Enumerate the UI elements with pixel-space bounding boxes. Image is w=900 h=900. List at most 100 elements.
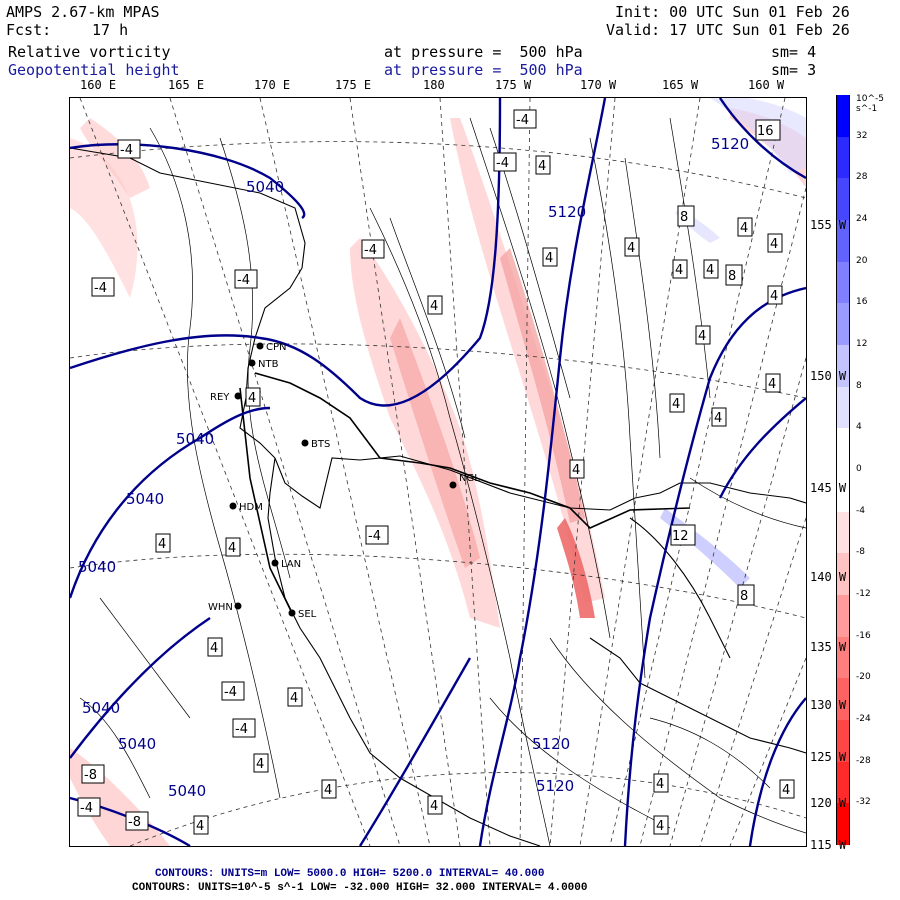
vorticity-label: 4	[767, 233, 783, 253]
lon-label-160e: 160 E	[80, 78, 117, 92]
svg-text:NGL: NGL	[459, 473, 480, 484]
vorticity-label: -4	[77, 797, 101, 817]
lon-label-160w: 160 W	[748, 78, 785, 92]
colorbar-tick-label: -20	[856, 672, 871, 683]
svg-text:8: 8	[740, 589, 748, 604]
colorbar-tick-label: -32	[856, 797, 871, 808]
svg-text:4: 4	[770, 237, 778, 252]
vorticity-label: -8	[125, 811, 149, 831]
field2-smoothing: sm= 3	[771, 61, 817, 79]
colorbar-segment	[836, 261, 850, 304]
vorticity-label: 4	[767, 285, 783, 305]
svg-text:LAN: LAN	[281, 559, 301, 570]
colorbar-segment	[836, 345, 850, 387]
lon-label-165e: 165 E	[168, 78, 205, 92]
vorticity-label: 8	[677, 205, 695, 227]
vorticity-contours	[79, 117, 806, 846]
vorticity-label: 8	[725, 264, 743, 286]
colorbar-segment	[836, 428, 850, 470]
vorticity-label: -8	[81, 764, 105, 784]
colorbar-segment	[836, 511, 850, 554]
svg-text:4: 4	[656, 777, 664, 792]
svg-text:12: 12	[672, 529, 689, 544]
svg-text:4: 4	[248, 391, 256, 406]
map-panel[interactable]: CPN NTB REY BTS HDM LAN WHN SEL NGL 5040…	[69, 97, 807, 847]
vorticity-label: -4	[91, 277, 115, 297]
colorbar-segment	[836, 178, 850, 220]
vorticity-label: -4	[234, 269, 258, 289]
height-contours	[70, 98, 806, 846]
svg-text:4: 4	[672, 397, 680, 412]
svg-text:HDM: HDM	[239, 502, 263, 513]
init-time: Init: 00 UTC Sun 01 Feb 26	[615, 3, 850, 21]
svg-text:4: 4	[740, 221, 748, 236]
svg-text:-8: -8	[84, 768, 97, 783]
svg-text:-8: -8	[128, 815, 141, 830]
vorticity-label: 4	[535, 155, 551, 175]
svg-text:4: 4	[706, 263, 714, 278]
colorbar-tick-label: 0	[856, 464, 862, 474]
colorbar-segment	[836, 386, 850, 429]
lat-label: 150 W	[810, 369, 847, 383]
svg-text:4: 4	[768, 377, 776, 392]
colorbar-segment	[836, 553, 850, 595]
colorbar	[836, 95, 850, 845]
vorticity-label: 4	[207, 637, 223, 657]
colorbar-tick-label: 8	[856, 380, 862, 391]
colorbar-segment	[836, 595, 850, 637]
height-label: 5040	[82, 699, 120, 717]
vorticity-label: 4	[711, 407, 727, 427]
field2-name: Geopotential height	[8, 61, 180, 79]
svg-text:WHN: WHN	[208, 602, 233, 613]
height-label: 5040	[168, 782, 206, 800]
svg-text:4: 4	[572, 463, 580, 478]
svg-text:8: 8	[728, 269, 736, 284]
svg-text:16: 16	[757, 124, 774, 139]
svg-text:-4: -4	[94, 281, 107, 296]
colorbar-tick-label: 32	[856, 130, 868, 141]
station-sel: SEL	[288, 609, 317, 620]
vorticity-label: -4	[232, 718, 256, 738]
colorbar-tick-label: 20	[856, 255, 868, 266]
vorticity-label: 4	[542, 247, 558, 267]
vorticity-label: 4	[155, 533, 171, 553]
svg-text:-4: -4	[364, 243, 377, 258]
vorticity-label: 4	[737, 217, 753, 237]
height-label: 5120	[532, 735, 570, 753]
footer-vorticity-contours: CONTOURS: UNITS=10^-5 s^-1 LOW= -32.000 …	[132, 882, 588, 894]
colorbar-tick-label: 4	[856, 422, 862, 433]
svg-text:-4: -4	[224, 685, 237, 700]
lon-label-175e: 175 E	[335, 78, 372, 92]
svg-text:4: 4	[210, 641, 218, 656]
svg-text:-4: -4	[80, 801, 93, 816]
colorbar-segment	[836, 720, 850, 762]
colorbar-tick-label: -24	[856, 714, 871, 724]
vorticity-label: 4	[321, 779, 337, 799]
station-hdm: HDM	[229, 502, 263, 513]
colorbar-segment	[836, 136, 850, 179]
colorbar-segment	[836, 470, 850, 512]
station-cpn: CPN	[256, 342, 287, 353]
lat-label: 135 W	[810, 640, 847, 654]
svg-text:4: 4	[158, 537, 166, 552]
lon-label-170w: 170 W	[580, 78, 617, 92]
vorticity-label: 4	[624, 237, 640, 257]
svg-text:4: 4	[256, 757, 264, 772]
height-label: 5120	[548, 203, 586, 221]
svg-text:CPN: CPN	[266, 342, 287, 353]
svg-text:REY: REY	[210, 392, 230, 403]
colorbar-unit: 10^-5 s^-1	[856, 94, 884, 114]
lon-label-170e: 170 E	[254, 78, 291, 92]
vorticity-label: 12	[670, 524, 696, 546]
height-label: 5120	[711, 135, 749, 153]
vorticity-shading	[70, 98, 806, 846]
station-ngl: NGL	[449, 473, 480, 489]
lat-label: 130 W	[810, 698, 847, 712]
vorticity-label: -4	[513, 109, 537, 129]
svg-text:-4: -4	[120, 143, 133, 158]
vorticity-label: 4	[653, 773, 669, 793]
height-label: 5040	[176, 430, 214, 448]
vorticity-label: 4	[287, 687, 303, 707]
vorticity-label: -4	[365, 525, 389, 545]
field1-name: Relative vorticity	[8, 43, 171, 61]
